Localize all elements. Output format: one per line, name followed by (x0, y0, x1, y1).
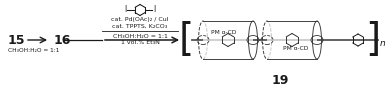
Polygon shape (203, 21, 253, 59)
Text: 19: 19 (271, 74, 289, 86)
Text: n: n (380, 39, 386, 48)
Text: I: I (124, 6, 127, 15)
Text: cat. Pd(OAc)₂ / CuI: cat. Pd(OAc)₂ / CuI (111, 16, 169, 22)
Polygon shape (267, 21, 317, 59)
Text: [: [ (178, 21, 194, 59)
Text: CH₃OH:H₂O = 1:1: CH₃OH:H₂O = 1:1 (8, 48, 59, 54)
Text: ]: ] (365, 21, 381, 59)
Text: 1 vol.% Et₃N: 1 vol.% Et₃N (121, 40, 160, 46)
Text: 15: 15 (8, 33, 25, 46)
Text: 16: 16 (54, 33, 71, 46)
Text: I: I (154, 6, 156, 15)
Text: CH₃OH:H₂O = 1:1: CH₃OH:H₂O = 1:1 (113, 33, 167, 38)
Text: cat. TPPTS, K₂CO₃: cat. TPPTS, K₂CO₃ (113, 23, 168, 29)
Text: PM α-CD: PM α-CD (211, 30, 237, 34)
Text: PM α-CD: PM α-CD (283, 46, 309, 51)
